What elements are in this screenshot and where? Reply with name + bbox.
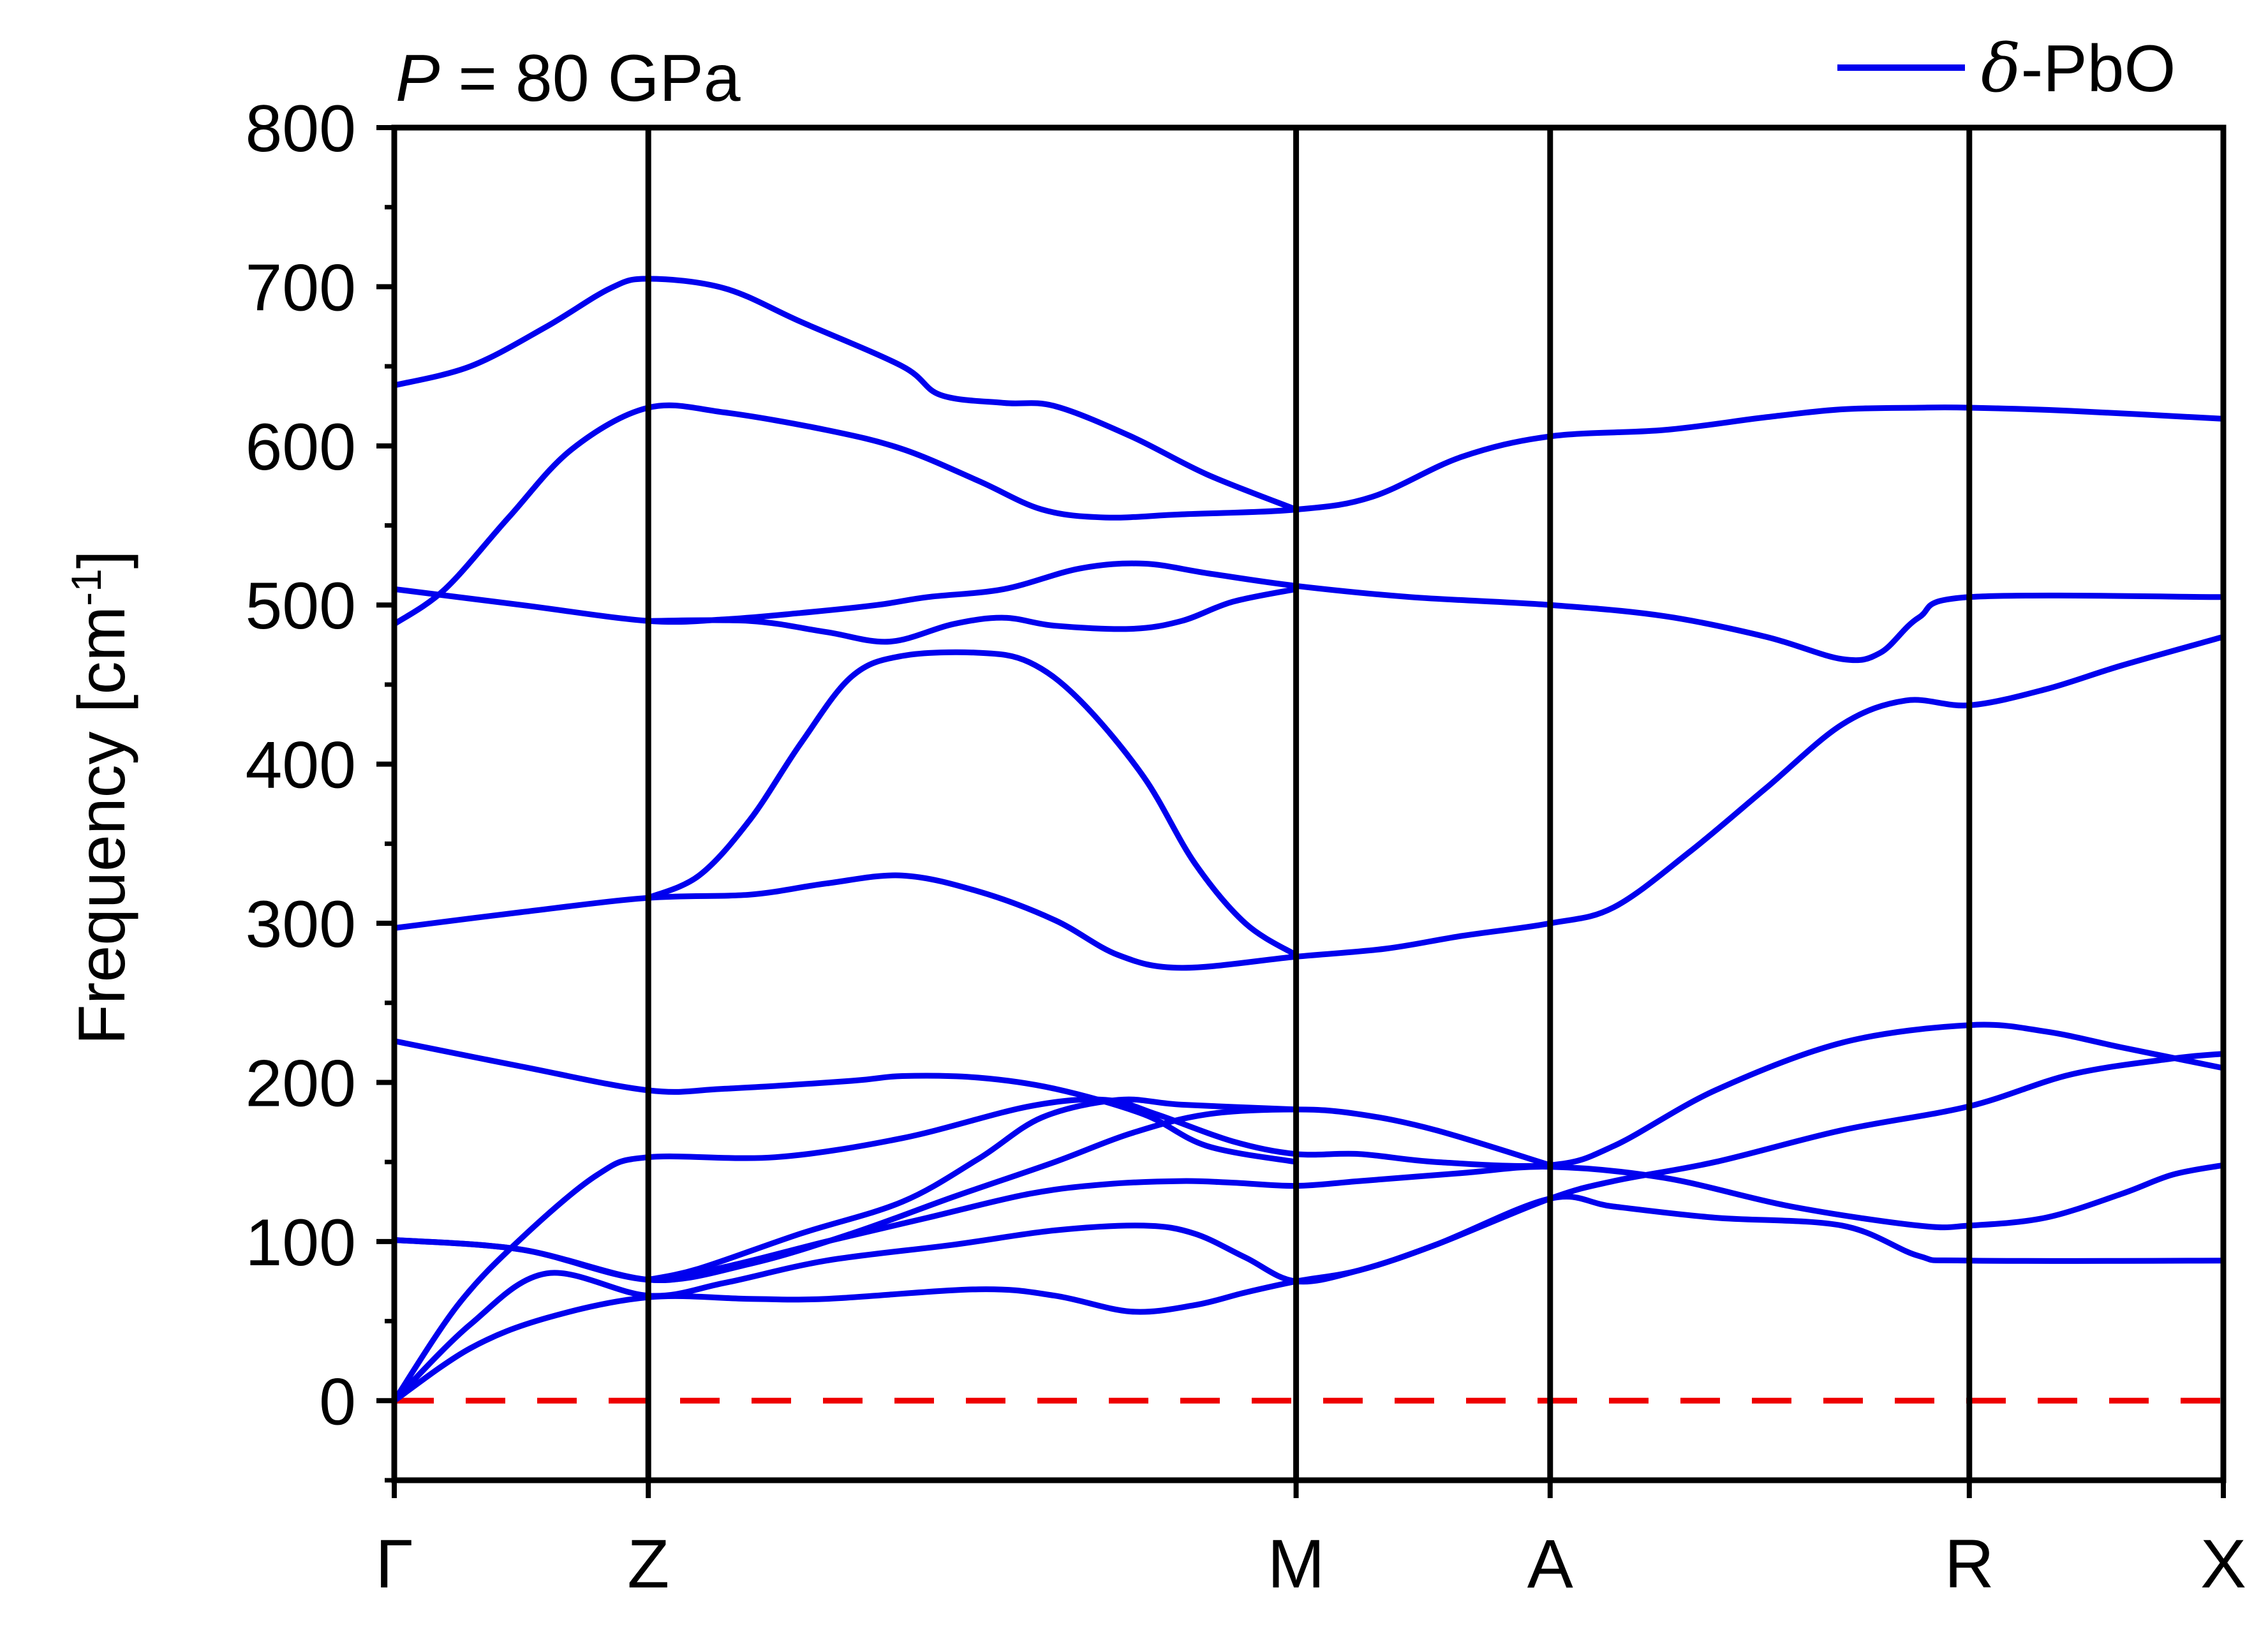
y-tick-label-3: 300	[245, 888, 356, 962]
y-axis-label: Frequency [cm-1]	[63, 550, 139, 1044]
legend: δ-PbO	[1837, 29, 2175, 107]
y-tick-label-5: 500	[245, 569, 356, 643]
y-tick-label-2: 200	[245, 1046, 356, 1120]
kpoint-label-3: A	[1527, 1525, 1573, 1602]
y-tick-label-7: 700	[245, 251, 356, 325]
phonon-branch-10	[391, 402, 2227, 627]
phonon-branch-4	[391, 1162, 2227, 1284]
phonon-branch-13	[645, 586, 1300, 645]
phonon-branch-11	[391, 276, 1300, 513]
kpoint-label-4: R	[1945, 1525, 1994, 1602]
phonon-branch-3	[391, 1022, 2227, 1404]
annotation-pressure: P = 80 GPa	[396, 41, 741, 115]
kpoint-label-1: Z	[627, 1525, 669, 1602]
phonon-branch-2	[391, 1051, 2227, 1404]
kpoint-label-0: Γ	[375, 1525, 413, 1602]
phonon-branch-12	[391, 560, 2227, 664]
y-tick-label-6: 600	[245, 410, 356, 484]
y-tick-label-0: 0	[319, 1365, 356, 1439]
phonon-branch-7	[645, 1096, 1300, 1283]
plot-frame	[391, 124, 2227, 1483]
y-tick-label-1: 100	[245, 1206, 356, 1280]
y-tick-label-4: 400	[245, 729, 356, 803]
phonon-branch-5	[391, 1106, 1553, 1283]
legend-entry: δ-PbO	[1981, 29, 2175, 107]
phonon-branch-8	[391, 634, 2227, 971]
y-tick-label-8: 800	[245, 92, 356, 166]
kpoint-label-2: M	[1268, 1525, 1325, 1602]
phonon-branch-9	[645, 649, 1300, 958]
phonon-branch-6	[391, 1038, 1300, 1165]
kpoint-label-5: X	[2200, 1525, 2246, 1602]
